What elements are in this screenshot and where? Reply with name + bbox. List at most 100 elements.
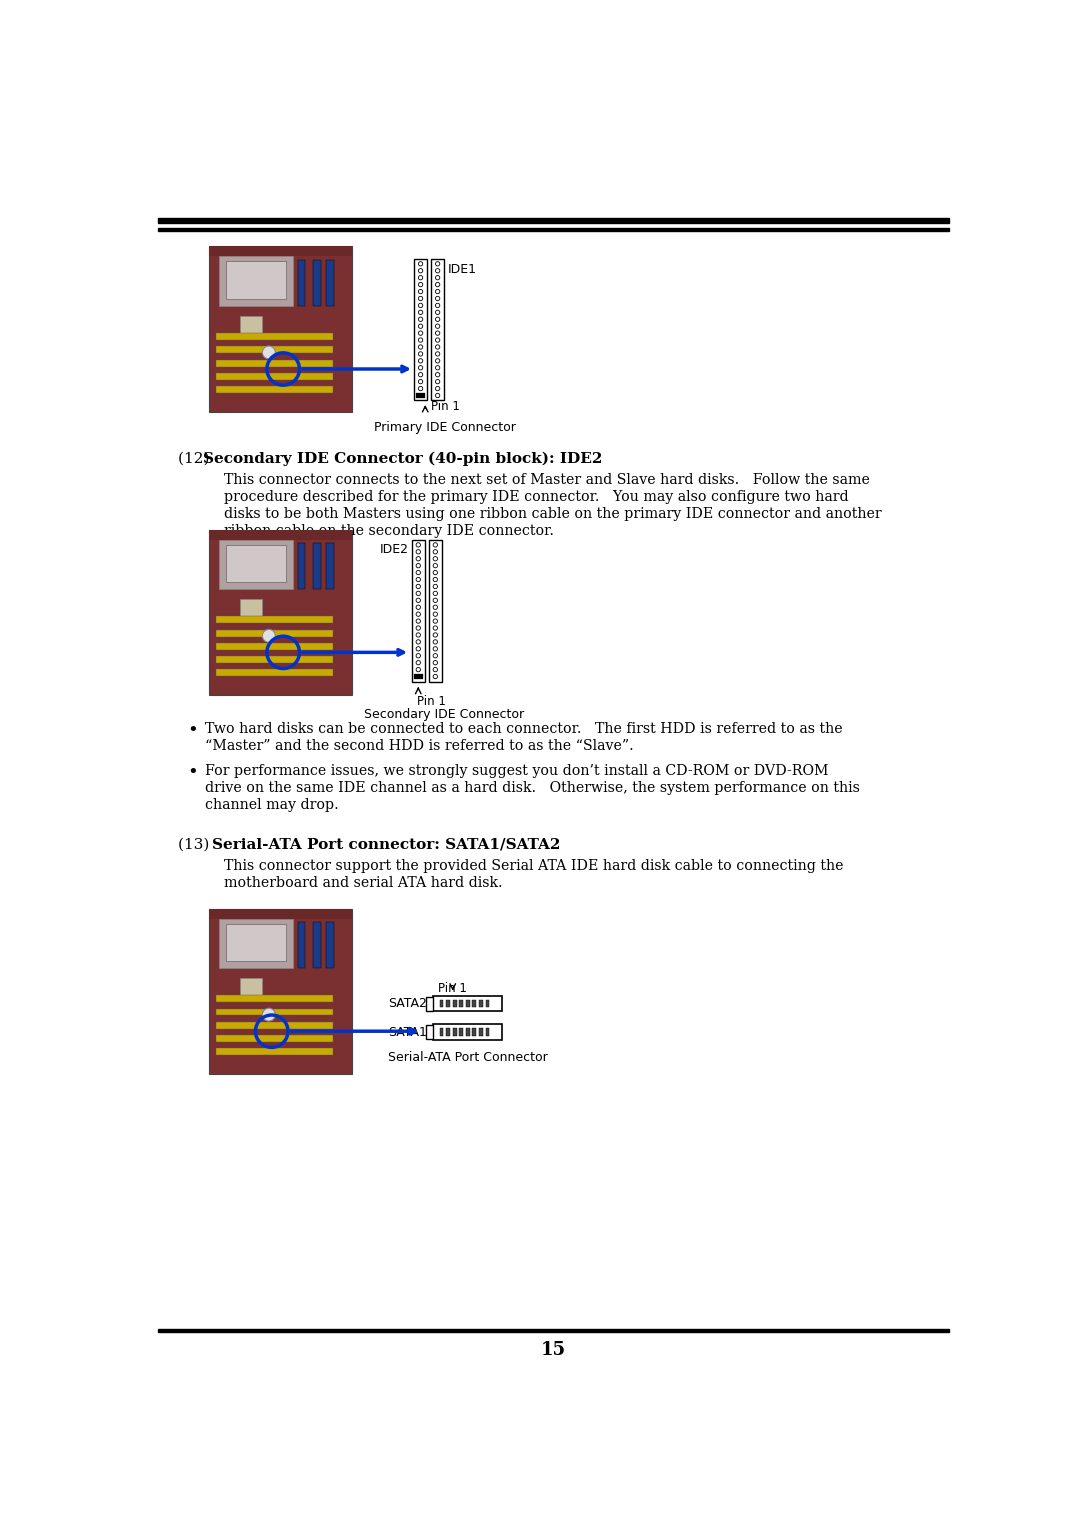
Circle shape (435, 373, 440, 377)
Circle shape (435, 269, 440, 274)
Circle shape (418, 318, 422, 321)
Circle shape (435, 345, 440, 348)
Circle shape (418, 332, 422, 335)
Text: SATA2: SATA2 (389, 998, 428, 1010)
Circle shape (435, 310, 440, 315)
Circle shape (435, 324, 440, 329)
Circle shape (435, 387, 440, 391)
Bar (226, 545, 286, 582)
Bar (208, 530, 352, 539)
Circle shape (416, 597, 420, 602)
Bar (414, 258, 428, 400)
Bar (486, 999, 489, 1007)
Text: procedure described for the primary IDE connector.   You may also configure two : procedure described for the primary IDE … (225, 490, 849, 504)
Circle shape (435, 338, 440, 342)
Circle shape (433, 654, 437, 659)
Circle shape (416, 570, 420, 575)
Circle shape (416, 613, 420, 616)
Circle shape (416, 654, 420, 659)
Circle shape (416, 556, 420, 561)
Text: Serial-ATA Port connector: SATA1/SATA2: Serial-ATA Port connector: SATA1/SATA2 (213, 837, 561, 851)
Bar (216, 995, 334, 1002)
Circle shape (433, 578, 437, 582)
Bar (208, 909, 352, 1074)
Circle shape (418, 310, 422, 315)
Circle shape (433, 550, 437, 555)
Bar (208, 246, 352, 413)
Bar (414, 674, 422, 680)
Bar (486, 1028, 489, 1036)
Bar (216, 359, 334, 367)
Circle shape (435, 365, 440, 370)
Bar (218, 539, 293, 590)
Bar (216, 347, 334, 353)
Circle shape (416, 578, 420, 582)
Circle shape (433, 584, 437, 588)
Bar (216, 616, 334, 623)
Circle shape (433, 626, 437, 630)
Bar (433, 996, 501, 1012)
Bar (216, 656, 334, 663)
Circle shape (418, 324, 422, 329)
Circle shape (433, 633, 437, 637)
Bar (440, 999, 444, 1007)
Text: •: • (188, 764, 199, 782)
Text: This connector connects to the next set of Master and Slave hard disks.   Follow: This connector connects to the next set … (225, 472, 870, 487)
Text: SATA1: SATA1 (389, 1025, 428, 1039)
Circle shape (433, 597, 437, 602)
Bar (472, 1028, 476, 1036)
Circle shape (433, 605, 437, 610)
Bar (465, 999, 470, 1007)
Circle shape (433, 660, 437, 665)
Bar (216, 630, 334, 637)
Text: For performance issues, we strongly suggest you don’t install a CD-ROM or DVD-RO: For performance issues, we strongly sugg… (205, 764, 828, 778)
Circle shape (435, 283, 440, 287)
Bar (297, 260, 306, 306)
Text: This connector support the provided Serial ATA IDE hard disk cable to connecting: This connector support the provided Seri… (225, 859, 843, 874)
Bar (478, 999, 483, 1007)
Bar (208, 246, 352, 257)
Circle shape (416, 619, 420, 623)
Text: IDE1: IDE1 (448, 263, 477, 277)
Bar (431, 258, 444, 400)
Circle shape (435, 332, 440, 335)
Bar (472, 999, 476, 1007)
Bar (427, 996, 433, 1010)
Bar (216, 669, 334, 677)
Bar (297, 921, 306, 969)
Circle shape (416, 591, 420, 596)
Text: 15: 15 (541, 1342, 566, 1358)
Bar (478, 1028, 483, 1036)
Text: drive on the same IDE channel as a hard disk.   Otherwise, the system performanc: drive on the same IDE channel as a hard … (205, 781, 860, 795)
Bar (218, 918, 293, 969)
Bar (216, 1008, 334, 1016)
Bar (159, 219, 948, 223)
Bar (459, 1028, 463, 1036)
Circle shape (433, 668, 437, 672)
Circle shape (262, 630, 275, 642)
Circle shape (435, 359, 440, 364)
Bar (208, 530, 352, 695)
Circle shape (435, 393, 440, 397)
Circle shape (262, 345, 275, 359)
Circle shape (435, 351, 440, 356)
Circle shape (418, 373, 422, 377)
Circle shape (433, 613, 437, 616)
Circle shape (418, 365, 422, 370)
Bar (216, 1022, 334, 1028)
Text: Secondary IDE Connector: Secondary IDE Connector (364, 707, 524, 721)
Circle shape (418, 261, 422, 266)
Circle shape (418, 338, 422, 342)
Circle shape (433, 556, 437, 561)
Text: •: • (188, 723, 199, 741)
Circle shape (433, 619, 437, 623)
Bar (216, 1034, 334, 1042)
Circle shape (418, 275, 422, 280)
Circle shape (416, 605, 420, 610)
Bar (433, 1024, 501, 1039)
Circle shape (416, 633, 420, 637)
Circle shape (433, 640, 437, 643)
Text: Serial-ATA Port Connector: Serial-ATA Port Connector (389, 1051, 549, 1065)
Circle shape (418, 289, 422, 293)
Bar (226, 923, 286, 961)
